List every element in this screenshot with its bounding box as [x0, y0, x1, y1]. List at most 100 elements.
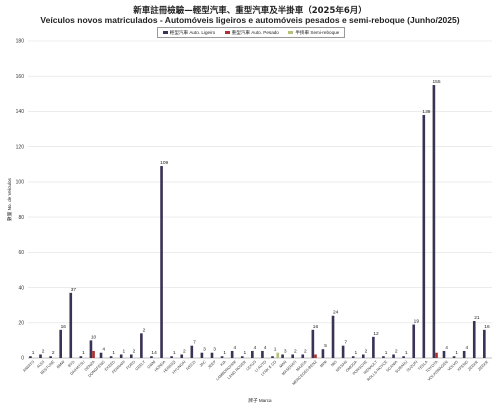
data-label: 1: [32, 350, 35, 356]
bar-light: [412, 324, 416, 358]
data-label: 2: [365, 348, 368, 354]
y-tick-label: 100: [16, 180, 25, 186]
x-tick-label: SUZUKI: [406, 360, 419, 373]
legend-label-semi: 半掛車 Semi-reboque: [295, 29, 340, 35]
chart-title-portuguese: Veículos novos matriculados - Automóveis…: [40, 15, 460, 25]
bar-light: [79, 356, 83, 358]
data-label: 24: [333, 310, 339, 316]
bar-light: [452, 356, 456, 358]
y-axis-title: 數量 No. de Veículos: [6, 177, 13, 220]
bar-light: [160, 166, 163, 358]
bar-light: [109, 356, 113, 358]
bar-heavy: [92, 350, 95, 358]
bar-light: [271, 356, 274, 358]
x-tick-label: KIA: [220, 360, 227, 367]
data-label: 37: [71, 287, 77, 293]
x-tick-label: VOLVO: [447, 360, 459, 372]
bar-light: [261, 350, 264, 358]
data-label: 1: [173, 350, 176, 356]
data-label: 4: [445, 345, 448, 351]
bar-light: [351, 356, 355, 358]
x-tick-label: AIWAYS: [22, 360, 35, 373]
data-label: 2: [304, 348, 307, 354]
data-label: 16: [313, 324, 319, 330]
bar-light: [99, 352, 103, 358]
data-label: 2: [133, 348, 136, 354]
x-tick-label: ZEEKR: [477, 360, 489, 372]
data-label: 2: [143, 327, 146, 333]
y-tick-label: 140: [16, 109, 25, 115]
bar-light: [49, 356, 52, 358]
bar-light: [170, 356, 173, 358]
bar-light: [230, 350, 234, 358]
bar-light: [382, 356, 385, 358]
bar-light: [472, 321, 476, 358]
y-tick-label: 20: [18, 320, 24, 326]
x-tick-label: JEEP: [207, 360, 217, 370]
data-label: 4: [233, 345, 236, 351]
data-label: 16: [484, 324, 490, 330]
legend-item-heavy: 重型汽車 Auto. Pesado: [224, 29, 279, 36]
bar-light: [301, 354, 305, 358]
bar-light: [281, 354, 284, 358]
data-label: 7: [193, 340, 196, 346]
data-label: 1: [405, 350, 408, 356]
legend-label-light: 輕型汽車 Auto. Ligeiro: [169, 29, 216, 35]
data-label: 109: [160, 160, 168, 166]
bar-light: [119, 354, 123, 358]
bar-semi: [276, 352, 280, 358]
data-label: 155: [433, 79, 441, 85]
bar-light: [180, 354, 184, 358]
bar-light: [240, 356, 244, 358]
bar-light: [150, 356, 153, 358]
x-tick-label: TESLA: [417, 360, 429, 372]
legend-item-semi: 半掛車 Semi-reboque: [288, 30, 339, 36]
y-tick-label: 40: [18, 285, 24, 291]
bar-light: [311, 329, 315, 358]
bar-light: [321, 349, 325, 358]
y-tick-label: 0: [21, 356, 24, 362]
x-tick-label: LEXUS: [246, 360, 258, 372]
data-label: 2: [42, 348, 45, 354]
bar-light: [210, 352, 214, 358]
legend-label-heavy: 重型汽車 Auto. Pesado: [231, 29, 279, 35]
bar-light: [442, 350, 446, 358]
x-tick-label: IVECO: [185, 360, 196, 371]
data-label: 16: [61, 324, 67, 330]
bar-light: [432, 85, 436, 359]
bar-light: [422, 114, 426, 358]
chart-legend: 輕型汽車 Auto. Ligeiro 重型汽車 Auto. Pesado 半掛車…: [157, 27, 345, 38]
bar-light: [291, 354, 294, 358]
bar-light: [331, 315, 335, 358]
data-label: 1: [274, 347, 277, 353]
bar-light: [140, 333, 143, 358]
data-label: 14: [151, 350, 157, 356]
data-label: 1: [354, 350, 357, 356]
x-tick-label: AUDI: [36, 360, 45, 369]
data-label: 2: [294, 348, 297, 354]
x-tick-label: BYD: [67, 360, 76, 369]
bar-light: [251, 350, 254, 358]
data-label: 4: [465, 345, 468, 351]
bar-light: [59, 329, 62, 358]
data-label: 5: [324, 343, 327, 349]
data-label: 1: [223, 350, 226, 356]
legend-swatch-heavy: [224, 31, 230, 34]
x-tick-label: BMW: [56, 360, 66, 370]
data-label: 1: [385, 350, 388, 356]
data-label: 12: [373, 331, 379, 337]
data-label: 1: [122, 348, 125, 354]
data-label: 4: [264, 345, 267, 351]
data-label: 1: [82, 350, 85, 356]
x-tick-label: LAND ROVER: [227, 360, 247, 380]
data-label: 2: [395, 348, 398, 354]
data-label: 19: [414, 319, 420, 325]
bar-light: [29, 356, 32, 358]
chart-title-chinese: 新車註冊檢驗—輕型汽車、重型汽車及半掛車（2025年6月）: [133, 6, 367, 16]
bar-light: [483, 329, 486, 358]
data-label: 4: [254, 345, 257, 351]
y-tick-label: 160: [16, 74, 25, 80]
x-axis-title: 牌子 Marca: [248, 397, 272, 404]
x-tick-label: FORD: [126, 360, 137, 371]
